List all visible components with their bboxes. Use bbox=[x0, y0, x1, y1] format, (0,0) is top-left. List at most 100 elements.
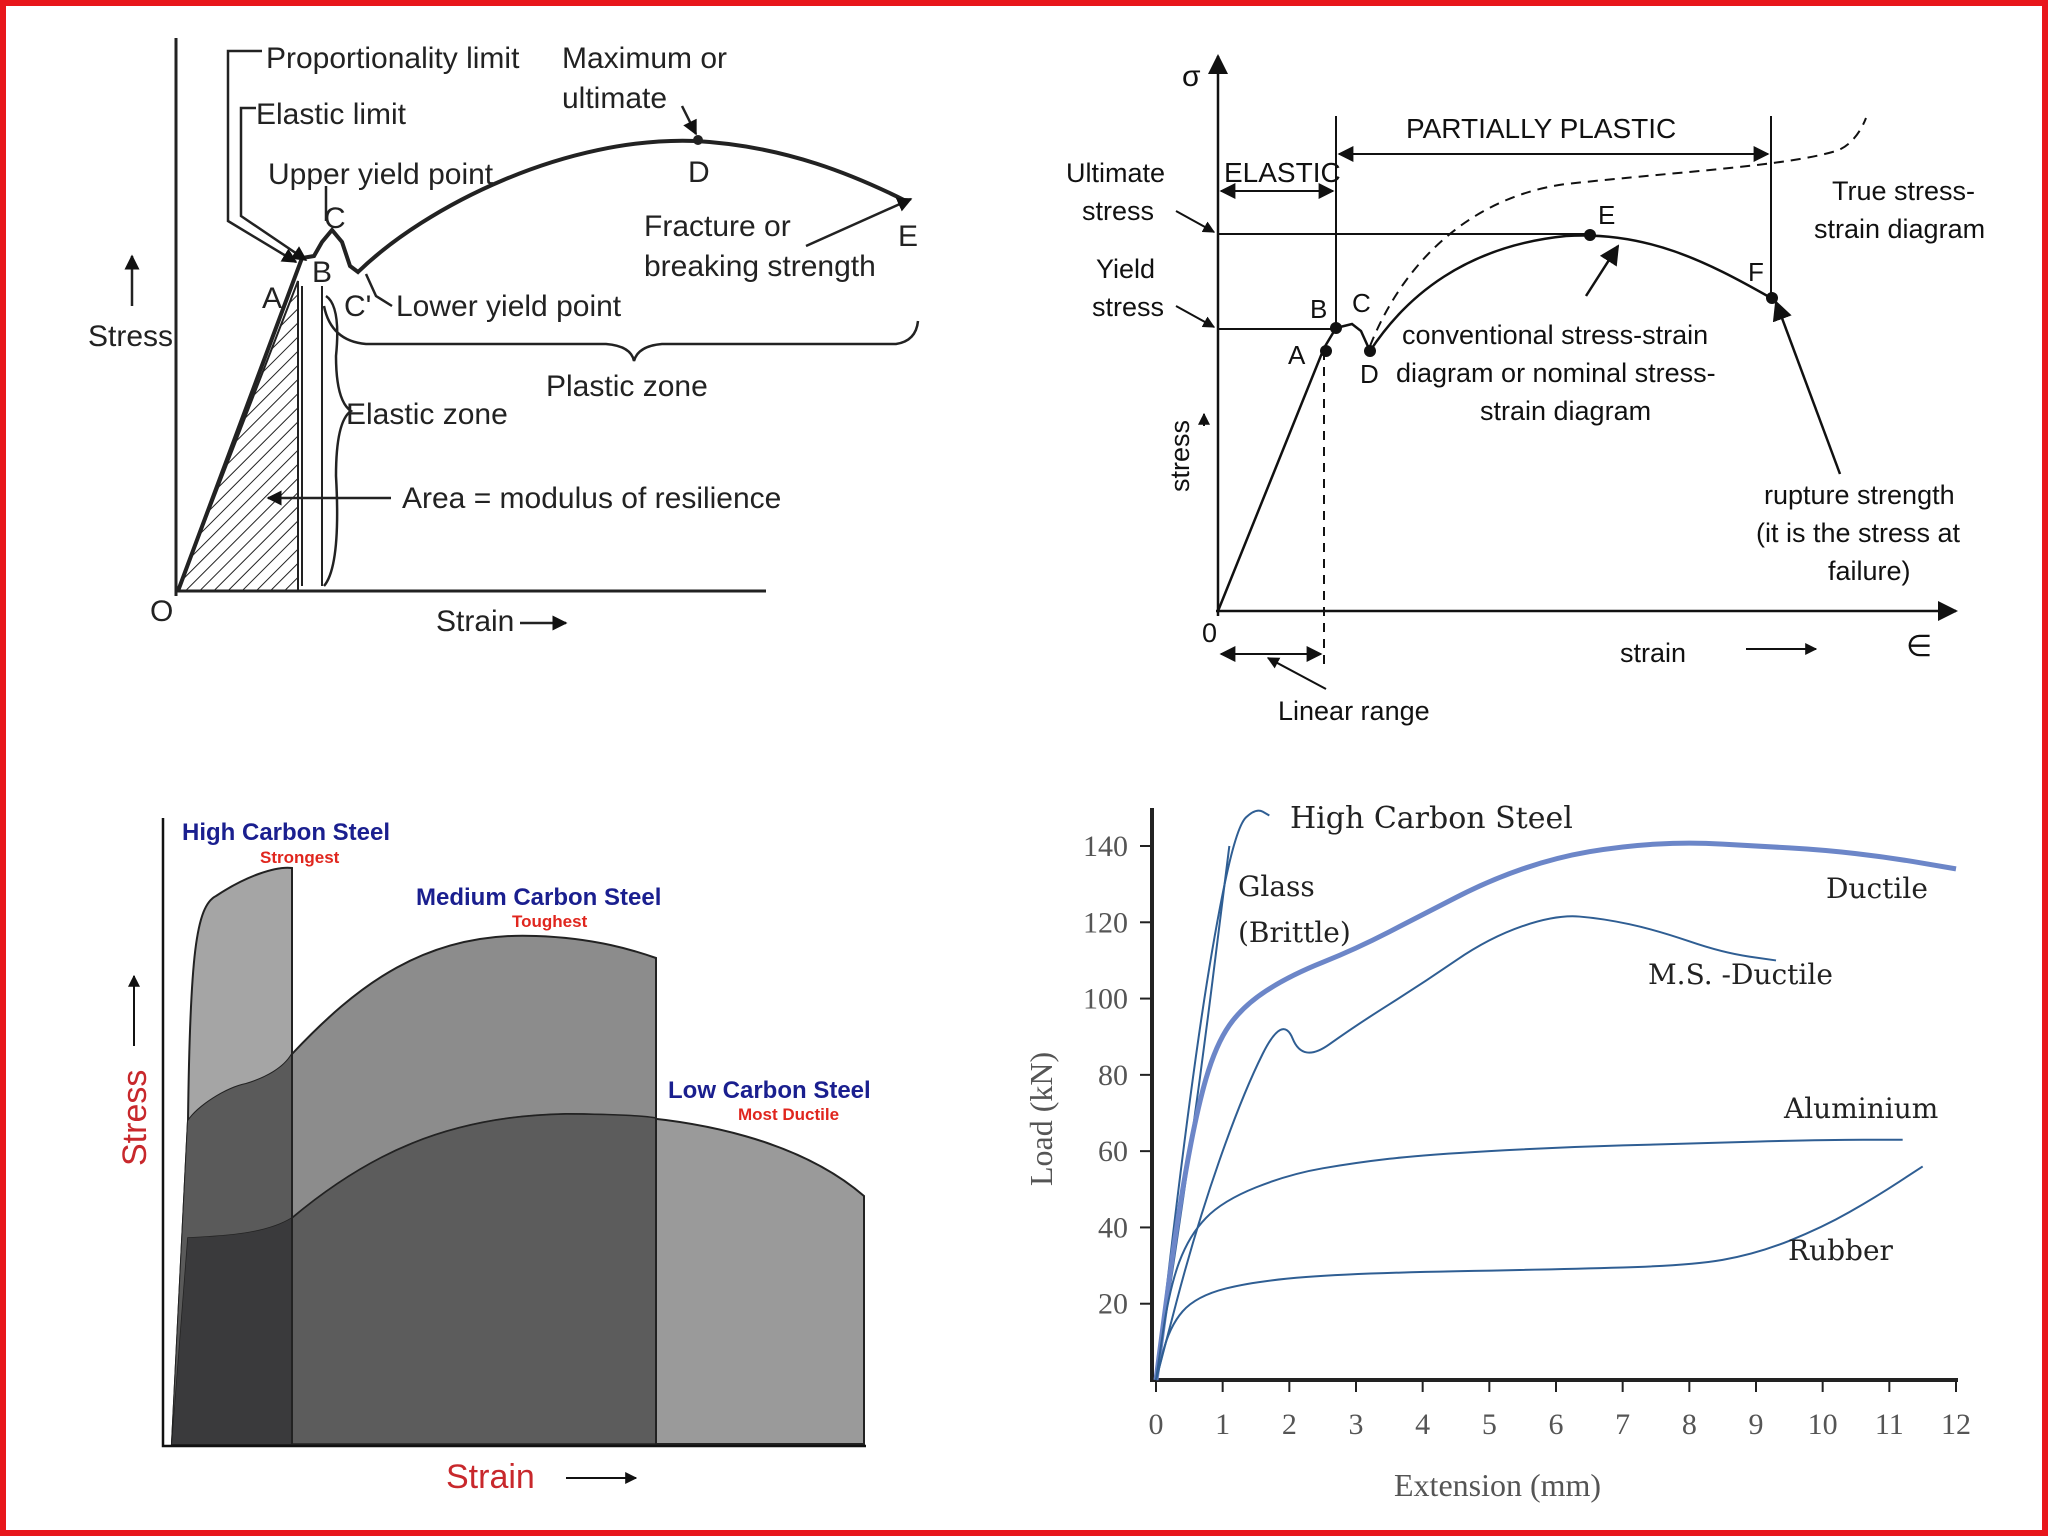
x-tick-label: 6 bbox=[1549, 1408, 1564, 1441]
x-tick-label: 12 bbox=[1941, 1408, 1971, 1441]
series-line-aluminium bbox=[1155, 1138, 1903, 1381]
panel-b-stress-label: stress bbox=[1165, 420, 1195, 492]
panel-b-true-curve bbox=[1369, 117, 1867, 347]
panel-d-high-carbon-annotation: High Carbon Steel bbox=[1290, 801, 1573, 836]
panel-b-rupture-leader bbox=[1772, 300, 1842, 475]
panel-a-point-c-prime-label: C' bbox=[344, 290, 371, 323]
panel-b-point-c-label: C bbox=[1352, 288, 1371, 318]
y-tick-label: 140 bbox=[1083, 830, 1128, 863]
panel-c-most-ductile-label: Most Ductile bbox=[738, 1105, 839, 1124]
y-tick-label: 80 bbox=[1098, 1059, 1128, 1092]
panel-b-rupture-label-2: (it is the stress at bbox=[1756, 518, 1961, 548]
panel-a-point-a-label: A bbox=[262, 282, 282, 315]
panel-d-aluminium-annotation: Aluminium bbox=[1783, 1092, 1938, 1125]
panel-b-point-a-label: A bbox=[1288, 340, 1306, 370]
panel-d-x-ticks: 0 1 2 3 4 5 6 7 8 9 10 11 12 bbox=[1149, 1380, 1971, 1441]
x-tick-label: 5 bbox=[1482, 1408, 1497, 1441]
panel-c-medium-carbon-label: Medium Carbon Steel bbox=[416, 884, 661, 911]
panel-b-true-label-2: strain diagram bbox=[1814, 214, 1985, 244]
panel-b-point-f-label: F bbox=[1748, 257, 1764, 287]
panel-b-linear-range-label: Linear range bbox=[1278, 696, 1430, 726]
panel-d-ms-ductile-annotation: M.S. -Ductile bbox=[1648, 958, 1833, 991]
panel-b-partially-plastic-label: PARTIALLY PLASTIC bbox=[1406, 113, 1676, 144]
panel-b-point-e bbox=[1584, 229, 1596, 241]
panel-d-series bbox=[1153, 809, 1957, 1381]
panel-a-point-c-label: C bbox=[324, 202, 346, 235]
panel-a-point-d bbox=[693, 135, 703, 145]
panel-b-rupture-label-3: failure) bbox=[1828, 556, 1911, 586]
panel-a-elastic-zone-label: Elastic zone bbox=[346, 398, 508, 431]
y-tick-label: 40 bbox=[1098, 1211, 1128, 1244]
x-tick-label: 10 bbox=[1808, 1408, 1838, 1441]
x-tick-label: 1 bbox=[1215, 1408, 1230, 1441]
panel-d-glass-annotation-2: (Brittle) bbox=[1238, 916, 1351, 949]
panel-d-y-ticks: 20 40 60 80 100 120 140 bbox=[1083, 830, 1152, 1321]
series-line-ductile bbox=[1153, 840, 1957, 1381]
panel-a-maximum-label: Maximum or bbox=[562, 42, 727, 75]
panel-c-overlap-all bbox=[172, 1218, 292, 1444]
panel-c-low-carbon-label: Low Carbon Steel bbox=[668, 1077, 871, 1104]
panel-b-true-label-1: True stress- bbox=[1832, 176, 1975, 206]
x-tick-label: 7 bbox=[1615, 1408, 1630, 1441]
y-tick-label: 20 bbox=[1098, 1288, 1128, 1321]
panel-b-rupture-label-1: rupture strength bbox=[1764, 480, 1955, 510]
panel-b-stress-strain-diagram: σ PARTIALLY PLASTIC ELASTIC Ultimate str… bbox=[1066, 54, 1985, 726]
panel-b-ultimate-leader bbox=[1175, 210, 1216, 233]
panel-b-linear-range-leader bbox=[1266, 657, 1327, 690]
series-line-rubber bbox=[1155, 1165, 1924, 1381]
panel-a-ultimate-label: ultimate bbox=[562, 82, 667, 115]
x-tick-label: 4 bbox=[1415, 1408, 1430, 1441]
figure-canvas: Proportionality limit Elastic limit Uppe… bbox=[88, 38, 1985, 1503]
x-tick-label: 9 bbox=[1749, 1408, 1764, 1441]
panel-a-point-d-label: D bbox=[688, 156, 710, 189]
panel-b-conventional-leader bbox=[1584, 244, 1620, 297]
panel-a-proportionality-label: Proportionality limit bbox=[266, 42, 520, 75]
panel-c-strongest-label: Strongest bbox=[260, 848, 340, 867]
panel-a-proportionality-leader bbox=[226, 49, 298, 264]
panel-a-stress-strain-diagram: Proportionality limit Elastic limit Uppe… bbox=[88, 38, 920, 638]
panel-c-toughest-label: Toughest bbox=[512, 912, 588, 931]
series-line-m-s-ductile bbox=[1155, 915, 1777, 1381]
panel-b-point-f bbox=[1766, 292, 1778, 304]
panel-c-axes bbox=[161, 818, 866, 1448]
panel-b-conventional-label-3: strain diagram bbox=[1480, 396, 1651, 426]
x-tick-label: 8 bbox=[1682, 1408, 1697, 1441]
panel-a-maximum-leader bbox=[680, 105, 698, 136]
panel-b-ultimate-label-2: stress bbox=[1082, 196, 1154, 226]
panel-a-lower-yield-label: Lower yield point bbox=[396, 290, 622, 323]
panel-c-carbon-steel-comparison: High Carbon Steel Strongest Medium Carbo… bbox=[116, 818, 871, 1496]
x-tick-label: 3 bbox=[1349, 1408, 1364, 1441]
panel-a-curve bbox=[176, 138, 907, 592]
panel-b-point-e-label: E bbox=[1598, 200, 1615, 230]
panel-a-breaking-label: breaking strength bbox=[644, 250, 876, 283]
panel-b-yield-label-1: Yield bbox=[1096, 254, 1155, 284]
panel-a-stress-label: Stress bbox=[88, 320, 173, 353]
panel-a-point-b-label: B bbox=[312, 256, 332, 289]
panel-a-plastic-brace bbox=[322, 305, 920, 362]
panel-b-yield-leader bbox=[1175, 305, 1216, 328]
panel-b-point-b bbox=[1330, 322, 1342, 334]
x-tick-label: 11 bbox=[1875, 1408, 1904, 1441]
panel-a-upper-yield-label: Upper yield point bbox=[268, 158, 494, 191]
panel-a-area-label: Area = modulus of resilience bbox=[402, 482, 781, 515]
panel-b-point-d bbox=[1364, 345, 1376, 357]
panel-b-point-d-label: D bbox=[1360, 359, 1379, 389]
x-tick-label: 0 bbox=[1149, 1408, 1164, 1441]
panel-d-x-axis-label: Extension (mm) bbox=[1394, 1467, 1601, 1503]
panel-b-conventional-label-1: conventional stress-strain bbox=[1402, 320, 1708, 350]
y-tick-label: 60 bbox=[1098, 1135, 1128, 1168]
panel-d-glass-annotation-1: Glass bbox=[1238, 870, 1315, 903]
y-tick-label: 120 bbox=[1083, 906, 1128, 939]
panel-c-high-carbon-label: High Carbon Steel bbox=[182, 819, 390, 846]
panel-b-epsilon-label: ∈ bbox=[1906, 630, 1932, 663]
panel-b-conventional-label-2: diagram or nominal stress- bbox=[1396, 358, 1716, 388]
panel-b-origin-label: 0 bbox=[1202, 618, 1217, 648]
panel-a-fracture-label: Fracture or bbox=[644, 210, 791, 243]
panel-a-fracture-leader bbox=[805, 197, 913, 248]
panel-b-yield-label-2: stress bbox=[1092, 292, 1164, 322]
panel-a-plastic-zone-label: Plastic zone bbox=[546, 370, 708, 403]
x-tick-label: 2 bbox=[1282, 1408, 1297, 1441]
panel-a-elastic-limit-label: Elastic limit bbox=[256, 98, 407, 131]
